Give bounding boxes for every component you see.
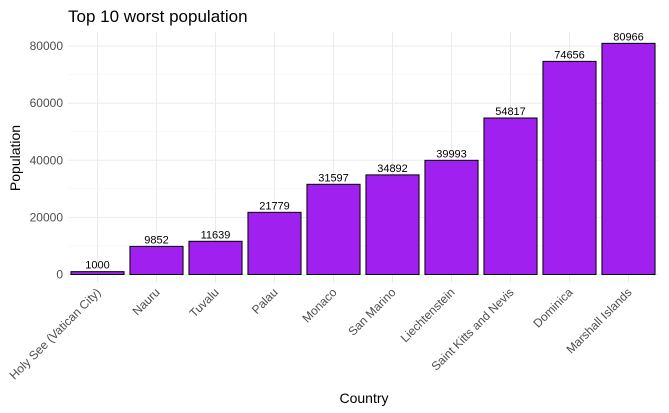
bar-data-label: 11639	[201, 229, 231, 241]
x-tick-label: Tuvalu	[187, 285, 222, 320]
y-tick-label: 0	[56, 268, 63, 282]
x-axis-ticks: Holy See (Vatican City) Nauru Tuvalu Palau M…	[7, 285, 635, 382]
bar	[424, 159, 479, 276]
y-tick-label: 60000	[30, 96, 64, 110]
y-tick-label: 40000	[30, 153, 64, 167]
bar-data-label: 54817	[495, 106, 526, 118]
bars	[70, 42, 656, 276]
bar	[306, 183, 361, 276]
x-tick-label: Monaco	[300, 285, 340, 325]
bar	[601, 42, 656, 276]
chart-title: Top 10 worst population	[68, 7, 248, 26]
bar-data-label: 21779	[259, 200, 290, 212]
bar-data-labels: 1000 9852 11639 21779 31597 34892 39993 54817 74…	[85, 31, 644, 271]
x-tick-label: San Marino	[345, 285, 399, 339]
bar	[129, 245, 184, 276]
bar-data-label: 9852	[144, 234, 168, 246]
y-tick-label: 20000	[30, 210, 64, 224]
bar-data-label: 80966	[613, 31, 644, 43]
bar	[542, 60, 597, 276]
bar	[365, 174, 420, 276]
y-tick-label: 80000	[30, 39, 64, 53]
bar	[188, 240, 243, 276]
bar	[483, 117, 538, 276]
bar-data-label: 39993	[436, 148, 467, 160]
x-tick-label: Nauru	[130, 285, 163, 318]
bar-data-label: 34892	[377, 163, 408, 175]
bar	[247, 211, 302, 276]
bar	[70, 271, 125, 276]
y-axis-ticks: 0 20000 40000 60000 80000	[30, 39, 64, 281]
x-tick-label: Dominica	[530, 285, 575, 330]
x-tick-label: Liechtenstein	[398, 285, 458, 345]
x-axis-title: Country	[339, 390, 388, 406]
y-axis-title: Population	[7, 125, 23, 191]
x-tick-label: Palau	[249, 285, 281, 317]
x-tick-label: Holy See (Vatican City)	[7, 285, 104, 382]
bar-data-label: 31597	[318, 172, 349, 184]
bar-data-label: 1000	[85, 260, 109, 272]
bar-data-label: 74656	[554, 49, 585, 61]
